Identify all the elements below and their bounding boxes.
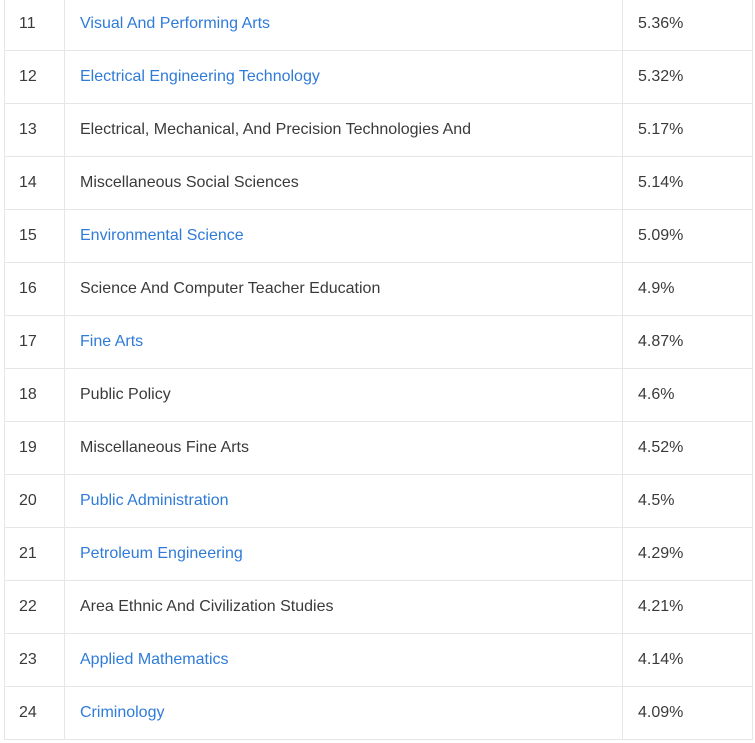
rank-cell: 16 (4, 262, 65, 316)
table-row: 21 Petroleum Engineering 4.29% (4, 527, 753, 581)
major-cell: Science And Computer Teacher Education (64, 262, 623, 316)
table-body: 11 Visual And Performing Arts 5.36% 12 Elect… (4, 0, 753, 740)
rank-cell: 11 (4, 0, 65, 51)
major-cell: Public Administration (64, 474, 623, 528)
major-name: Area Ethnic And Civilization Studies (80, 598, 334, 615)
major-link[interactable]: Visual And Performing Arts (80, 15, 271, 32)
rank-cell: 20 (4, 474, 65, 528)
table-row: 24 Criminology 4.09% (4, 686, 753, 740)
percent-cell: 5.32% (622, 50, 753, 104)
major-cell: Electrical Engineering Technology (64, 50, 623, 104)
table-row: 13 Electrical, Mechanical, And Precision … (4, 103, 753, 157)
major-link[interactable]: Electrical Engineering Technology (80, 68, 320, 85)
table-row: 16 Science And Computer Teacher Education… (4, 262, 753, 316)
major-name: Science And Computer Teacher Education (80, 280, 381, 297)
table-row: 11 Visual And Performing Arts 5.36% (4, 0, 753, 51)
percent-cell: 5.14% (622, 156, 753, 210)
percent-cell: 4.09% (622, 686, 753, 740)
percent-cell: 4.14% (622, 633, 753, 687)
percent-cell: 5.36% (622, 0, 753, 51)
major-cell: Applied Mathematics (64, 633, 623, 687)
major-link[interactable]: Petroleum Engineering (80, 545, 243, 562)
major-link[interactable]: Applied Mathematics (80, 651, 229, 668)
major-cell: Public Policy (64, 368, 623, 422)
rank-cell: 23 (4, 633, 65, 687)
percent-cell: 4.29% (622, 527, 753, 581)
major-link[interactable]: Environmental Science (80, 227, 244, 244)
majors-table-container: 11 Visual And Performing Arts 5.36% 12 Elect… (4, 0, 753, 740)
rank-cell: 24 (4, 686, 65, 740)
rank-cell: 18 (4, 368, 65, 422)
major-link[interactable]: Public Administration (80, 492, 229, 509)
table-row: 18 Public Policy 4.6% (4, 368, 753, 422)
major-cell: Environmental Science (64, 209, 623, 263)
major-cell: Fine Arts (64, 315, 623, 369)
rank-cell: 15 (4, 209, 65, 263)
percent-cell: 4.5% (622, 474, 753, 528)
rank-cell: 13 (4, 103, 65, 157)
table-row: 22 Area Ethnic And Civilization Studies 4.… (4, 580, 753, 634)
table-row: 19 Miscellaneous Fine Arts 4.52% (4, 421, 753, 475)
percent-cell: 5.17% (622, 103, 753, 157)
table-row: 15 Environmental Science 5.09% (4, 209, 753, 263)
major-cell: Criminology (64, 686, 623, 740)
major-name: Miscellaneous Fine Arts (80, 439, 249, 456)
table-row: 20 Public Administration 4.5% (4, 474, 753, 528)
rank-cell: 22 (4, 580, 65, 634)
major-cell: Area Ethnic And Civilization Studies (64, 580, 623, 634)
major-cell: Electrical, Mechanical, And Precision Te… (64, 103, 623, 157)
major-name: Miscellaneous Social Sciences (80, 174, 299, 191)
rank-cell: 19 (4, 421, 65, 475)
major-cell: Visual And Performing Arts (64, 0, 623, 51)
percent-cell: 4.52% (622, 421, 753, 475)
percent-cell: 4.6% (622, 368, 753, 422)
rank-cell: 12 (4, 50, 65, 104)
percent-cell: 5.09% (622, 209, 753, 263)
percent-cell: 4.21% (622, 580, 753, 634)
major-name: Public Policy (80, 386, 171, 403)
rank-cell: 14 (4, 156, 65, 210)
percent-cell: 4.87% (622, 315, 753, 369)
table-row: 14 Miscellaneous Social Sciences 5.14% (4, 156, 753, 210)
major-cell: Miscellaneous Social Sciences (64, 156, 623, 210)
table-row: 23 Applied Mathematics 4.14% (4, 633, 753, 687)
table-row: 17 Fine Arts 4.87% (4, 315, 753, 369)
major-link[interactable]: Criminology (80, 704, 165, 721)
rank-cell: 17 (4, 315, 65, 369)
major-link[interactable]: Fine Arts (80, 333, 144, 350)
majors-table: 11 Visual And Performing Arts 5.36% 12 Elect… (4, 0, 753, 740)
table-row: 12 Electrical Engineering Technology 5.32% (4, 50, 753, 104)
major-name: Electrical, Mechanical, And Precision Te… (80, 121, 472, 138)
rank-cell: 21 (4, 527, 65, 581)
major-cell: Petroleum Engineering (64, 527, 623, 581)
major-cell: Miscellaneous Fine Arts (64, 421, 623, 475)
percent-cell: 4.9% (622, 262, 753, 316)
